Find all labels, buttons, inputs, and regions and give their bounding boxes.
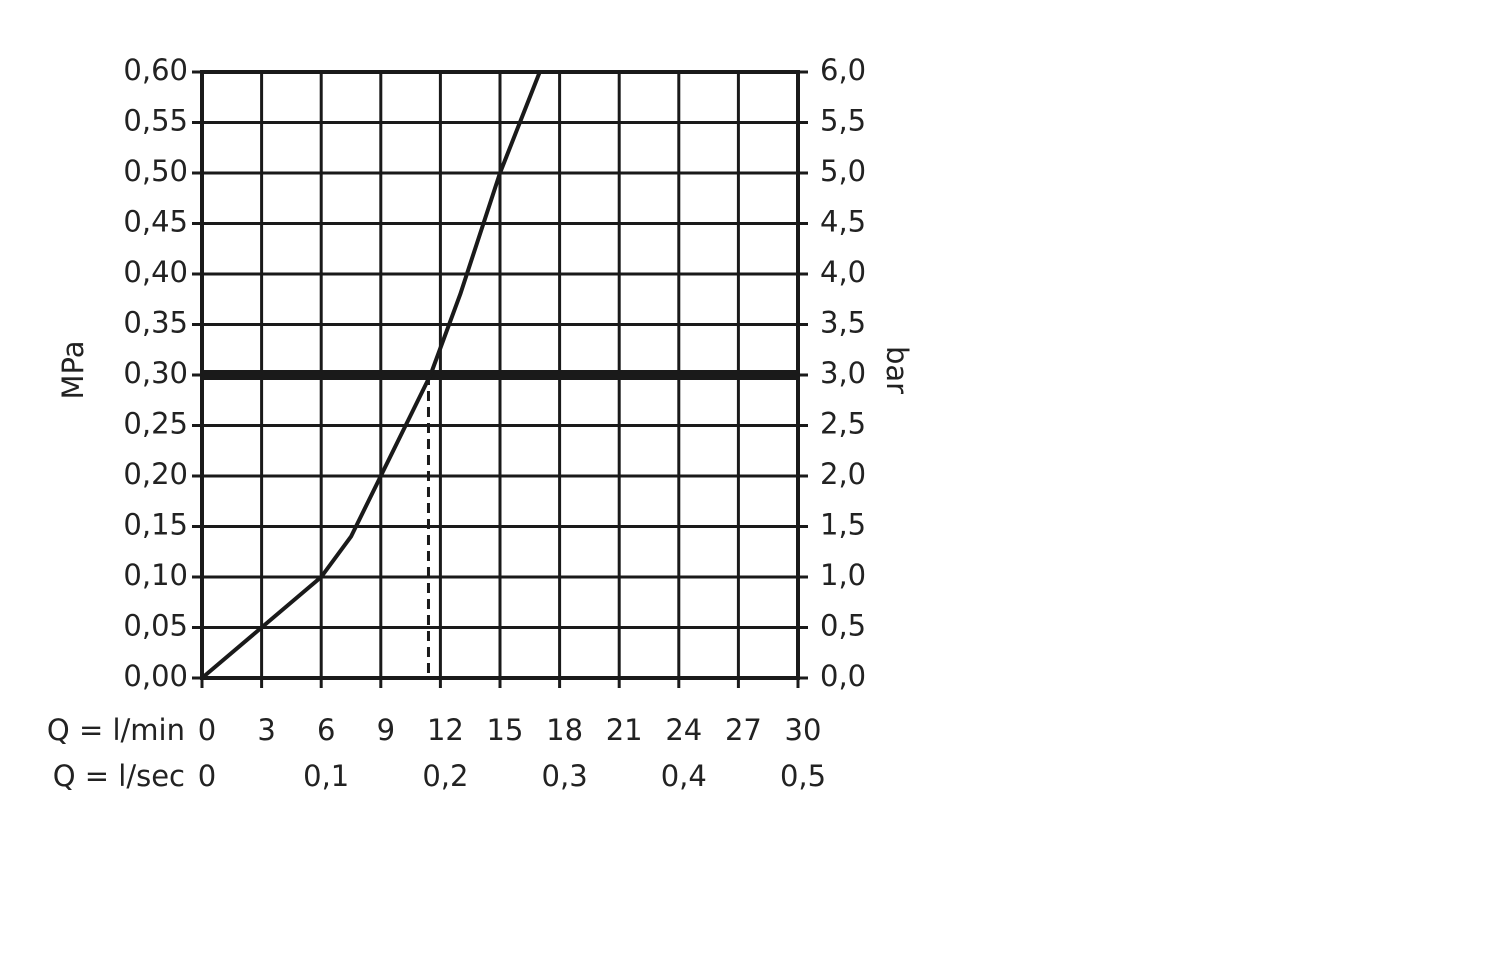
y-tick-label: 0,15 [123, 508, 188, 542]
x-tick-label: 12 [427, 713, 464, 747]
x2-tick-label: 0,4 [661, 759, 707, 793]
y2-tick-label: 2,5 [820, 407, 866, 441]
x-axis-label: Q = l/min [47, 713, 185, 747]
y-axis-label: MPa [56, 341, 90, 400]
x-tick-label: 6 [317, 713, 335, 747]
x-tick-label: 18 [546, 713, 583, 747]
y-tick-label: 0,60 [123, 53, 188, 87]
x-tick-label: 9 [377, 713, 395, 747]
y2-axis-label: bar [880, 346, 914, 394]
y-tick-label: 0,55 [123, 104, 188, 138]
y-tick-label: 0,05 [123, 609, 188, 643]
x2-tick-label: 0,2 [422, 759, 468, 793]
plot-frame [200, 70, 800, 680]
y-tick-label: 0,35 [123, 306, 188, 340]
y-tick-label: 0,40 [123, 255, 188, 289]
y-tick-label: 0,45 [123, 205, 188, 239]
x-tick-label: 15 [487, 713, 524, 747]
x2-tick-label: 0,1 [303, 759, 349, 793]
y2-tick-label: 0,0 [820, 659, 866, 693]
y-tick-label: 0,20 [123, 457, 188, 491]
x-tick-label: 21 [606, 713, 643, 747]
x-tick-label: 24 [665, 713, 702, 747]
y2-tick-label: 0,5 [820, 609, 866, 643]
x2-axis-label: Q = l/sec [53, 759, 185, 793]
x-tick-label: 27 [725, 713, 762, 747]
y-tick-label: 0,00 [123, 659, 188, 693]
y2-tick-label: 6,0 [820, 53, 866, 87]
x-tick-label: 0 [198, 713, 216, 747]
y-tick-label: 0,10 [123, 558, 188, 592]
y2-tick-label: 3,5 [820, 306, 866, 340]
y2-tick-label: 2,0 [820, 457, 866, 491]
y-tick-label: 0,30 [123, 356, 188, 390]
x-tick-label: 3 [257, 713, 275, 747]
y-tick-label: 0,50 [123, 154, 188, 188]
y2-tick-label: 4,5 [820, 205, 866, 239]
y-tick-label: 0,25 [123, 407, 188, 441]
y2-tick-label: 5,5 [820, 104, 866, 138]
x-tick-label: 30 [785, 713, 822, 747]
y2-tick-label: 3,0 [820, 356, 866, 390]
x2-tick-label: 0 [198, 759, 216, 793]
y2-tick-label: 1,0 [820, 558, 866, 592]
x2-tick-label: 0,5 [780, 759, 826, 793]
y2-tick-label: 1,5 [820, 508, 866, 542]
y2-tick-label: 4,0 [820, 255, 866, 289]
x2-tick-label: 0,3 [542, 759, 588, 793]
y2-tick-label: 5,0 [820, 154, 866, 188]
curve [200, 71, 542, 680]
